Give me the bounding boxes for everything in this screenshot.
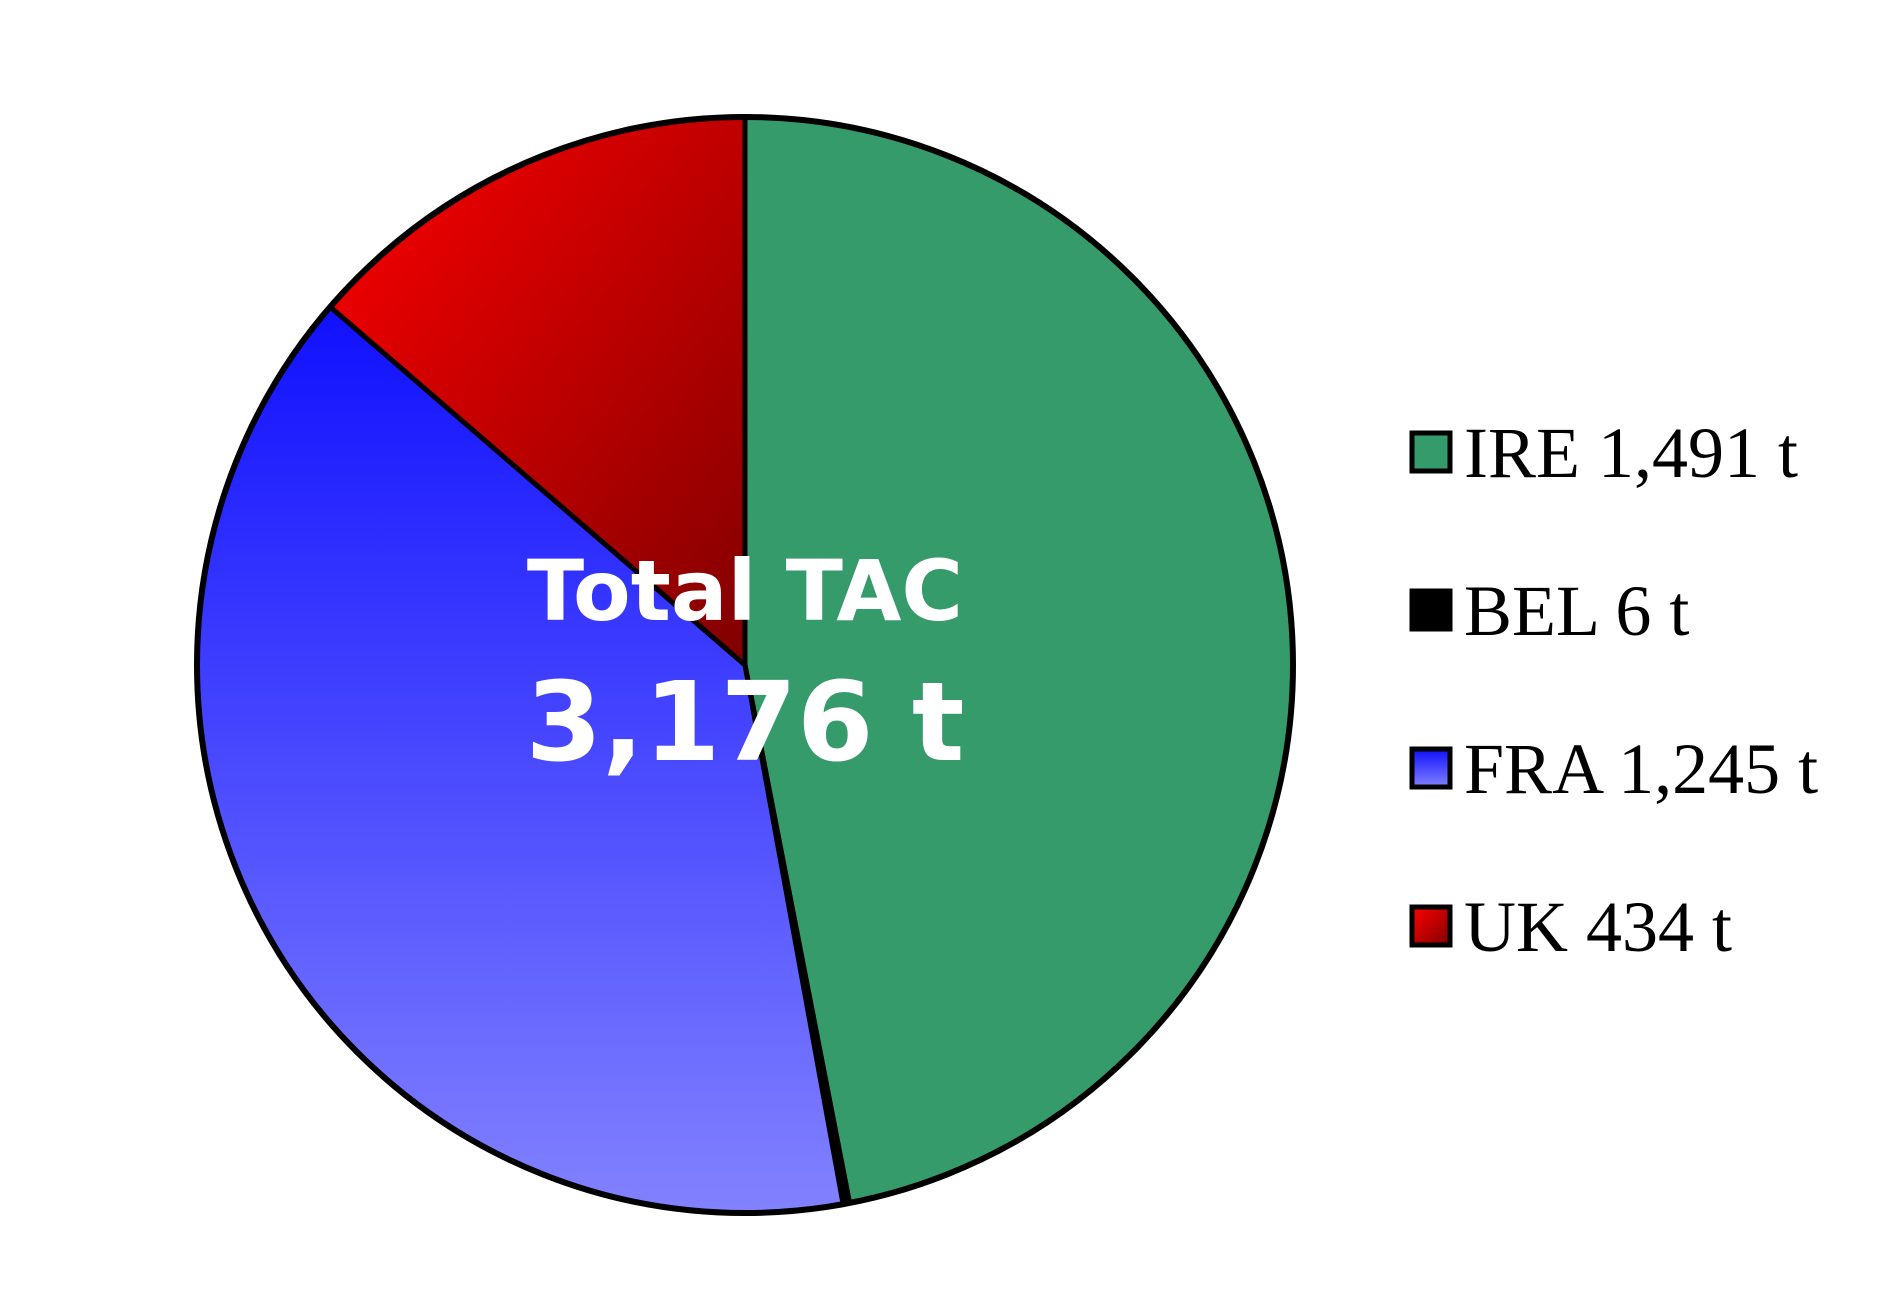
center-label-total: 3,176 t [526, 658, 965, 786]
legend-label-ire: IRE 1,491 t [1464, 413, 1798, 493]
legend-label-bel: BEL 6 t [1464, 571, 1689, 651]
pie-outline [194, 114, 1296, 1216]
legend-label-uk: UK 434 t [1464, 887, 1732, 967]
center-label-title: Total TAC [527, 542, 963, 640]
pie-slices [194, 114, 1296, 1216]
legend-swatch-ire [1409, 430, 1453, 474]
legend-swatch-fra [1409, 746, 1453, 790]
legend-swatch-uk [1409, 904, 1453, 948]
legend: IRE 1,491 t BEL 6 t FRA 1,245 t UK 434 t [1409, 413, 1818, 967]
legend-swatch-bel [1409, 588, 1453, 632]
center-label: Total TAC 3,176 t [526, 542, 965, 786]
legend-label-fra: FRA 1,245 t [1464, 729, 1818, 809]
